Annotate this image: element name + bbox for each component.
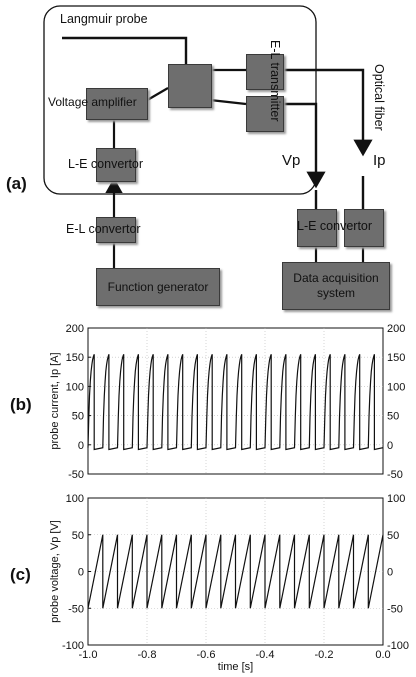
le-convertor-left [96, 148, 136, 182]
le-convertor-right-block-1 [297, 209, 337, 247]
chart-b-ytick-right: 100 [387, 381, 405, 393]
function-generator-block: Function generator [96, 268, 220, 306]
center-to-tx-bottom [209, 98, 247, 106]
voltage-amplifier-label: Voltage amplifier [48, 95, 137, 109]
chart-b-ytick-right: 50 [387, 411, 399, 423]
diagram-connections [43, 5, 373, 268]
amplifier-block [86, 88, 148, 120]
chart-c-xtick: -0.2 [315, 649, 334, 661]
chart-c-ytick-right: -100 [387, 640, 409, 652]
chart-c-ytick-right: 0 [387, 567, 393, 579]
amp-to-center [143, 87, 169, 103]
daq-label-line1: Data acquisition [293, 271, 379, 285]
langmuir-probe-label: Langmuir probe [60, 12, 148, 26]
chart-c-panel-label: (c) [10, 565, 31, 584]
chart-b-ytick-left: -50 [68, 469, 84, 481]
chart-c-ytick-right: 100 [387, 493, 405, 505]
transmitter-bottom [246, 96, 284, 132]
daq-block: Data acquisition system [282, 262, 390, 310]
probe-enclosure [43, 5, 317, 195]
chart-c-ytick-right: 50 [387, 530, 399, 542]
chart-c-ytick-left: 100 [66, 493, 84, 505]
chart-c-xtick: 0.0 [375, 649, 390, 661]
chart-c-xtick: -0.8 [138, 649, 157, 661]
chart-b-ytick-left: 150 [66, 352, 84, 364]
el-convertor-block [96, 217, 136, 243]
chart-c-series-line [87, 534, 384, 609]
chart-b-ylabel: probe current, Ip [A] [49, 352, 61, 449]
ip-fiber [282, 68, 373, 157]
panel-a-label: (a) [6, 174, 27, 193]
probe-wire [62, 36, 188, 64]
chart-b-frame [87, 327, 384, 475]
chart-b-ytick-left: 50 [72, 411, 84, 423]
le-convertor-right-block-2 [344, 209, 384, 247]
chart-b-ytick-left: 200 [66, 323, 84, 335]
chart-c-xtick: -0.6 [197, 649, 216, 661]
chart-b-ytick-right: 150 [387, 352, 405, 364]
center-block [168, 64, 212, 108]
ip-label: Ip [373, 152, 386, 169]
chart-b-ytick-right: 0 [387, 440, 393, 452]
chart-c-xtick: -1.0 [79, 649, 98, 661]
el-convertor-label: E-L convertor [66, 222, 141, 236]
chart-b-series-line [87, 354, 384, 451]
chart-b-ytick-left: 100 [66, 381, 84, 393]
chart-b-ytick-left: 0 [78, 440, 84, 452]
le-convertor-right-label: L-E convertor [297, 219, 373, 233]
chart-c-ytick-left: -100 [62, 640, 84, 652]
chart-b-ytick-right: 200 [387, 323, 405, 335]
chart-b-ytick-right: -50 [387, 469, 403, 481]
chart-c-ylabel: probe voltage, Vp [V] [49, 520, 61, 623]
chart-c-ytick-right: -50 [387, 603, 403, 615]
chart-c-ytick-left: 0 [78, 567, 84, 579]
transmitter-top [246, 54, 284, 90]
chart-c-ytick-left: 50 [72, 530, 84, 542]
chart-c-xlabel: time [s] [218, 661, 253, 673]
chart-b-panel-label: (b) [10, 395, 32, 414]
chart-c-ytick-left: -50 [68, 603, 84, 615]
chart-c-xtick: -0.4 [256, 649, 275, 661]
vp-fiber [282, 102, 326, 189]
vp-label: Vp [282, 152, 301, 169]
le-convertor-left-label: L-E convertor [68, 157, 144, 171]
daq-label-line2: system [316, 286, 355, 300]
